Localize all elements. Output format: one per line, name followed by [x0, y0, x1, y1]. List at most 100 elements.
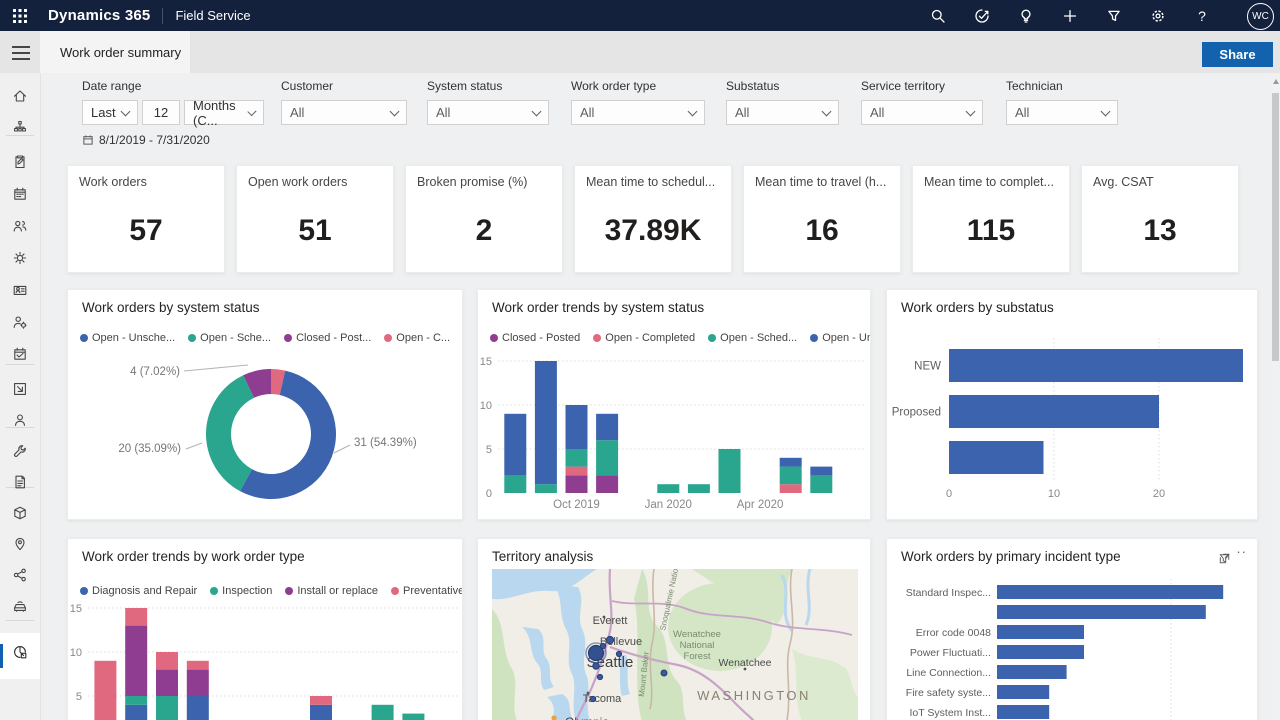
stacked-bar-segment[interactable] — [310, 705, 332, 720]
bar[interactable] — [949, 349, 1243, 382]
kpi-card[interactable]: Open work orders51 — [236, 165, 394, 273]
kpi-card[interactable]: Mean time to travel (h...16 — [743, 165, 901, 273]
stacked-bar-segment[interactable] — [780, 467, 802, 485]
stacked-bar-segment[interactable] — [187, 696, 209, 720]
sidebar-item-connections[interactable] — [0, 561, 40, 589]
scrollbar-thumb[interactable] — [1272, 93, 1279, 361]
legend-item[interactable]: Closed - Posted — [490, 332, 580, 344]
sidebar-item-schedule-board[interactable] — [0, 180, 40, 208]
legend-item[interactable]: Open - Completed — [593, 332, 695, 344]
donut-slice-open---sche---[interactable] — [206, 375, 254, 491]
card-work-order-trends-by-work-order-type[interactable]: Work order trends by work order type Dia… — [67, 538, 463, 720]
kpi-card[interactable]: Work orders57 — [67, 165, 225, 273]
stacked-bar-segment[interactable] — [372, 705, 394, 720]
work-order-type-select[interactable]: All — [571, 100, 705, 125]
kpi-card[interactable]: Mean time to complet...115 — [912, 165, 1070, 273]
kpi-card[interactable]: Broken promise (%)2 — [405, 165, 563, 273]
stacked-bar-segment[interactable] — [94, 661, 116, 720]
bar[interactable] — [997, 625, 1084, 639]
more-options-icon[interactable]: ·· — [1236, 547, 1247, 557]
card-territory-analysis[interactable]: Territory analysis Snoqualmie National F… — [477, 538, 871, 720]
bar[interactable] — [997, 705, 1049, 719]
stacked-bar-segment[interactable] — [125, 608, 147, 626]
stacked-bar-segment[interactable] — [810, 475, 832, 493]
kpi-card[interactable]: Mean time to schedul...37.89K — [574, 165, 732, 273]
bar[interactable] — [997, 665, 1067, 679]
stacked-bar-segment[interactable] — [125, 696, 147, 705]
stacked-bar-segment[interactable] — [566, 475, 588, 493]
vertical-scrollbar[interactable] — [1271, 73, 1280, 720]
app-launcher-waffle-icon[interactable] — [0, 0, 40, 31]
stacked-bar-segment[interactable] — [310, 696, 332, 705]
stacked-bar-segment[interactable] — [156, 670, 178, 696]
stacked-bar-segment[interactable] — [566, 449, 588, 467]
sidebar-item-contacts[interactable] — [0, 406, 40, 434]
stacked-bar-segment[interactable] — [535, 484, 557, 493]
legend-item[interactable]: Open - Sche... — [188, 332, 271, 344]
share-button[interactable]: Share — [1202, 42, 1273, 67]
legend-item[interactable]: Diagnosis and Repair — [80, 585, 197, 597]
sidebar-item-bookings[interactable] — [0, 340, 40, 368]
stacked-bar-segment[interactable] — [596, 414, 618, 440]
sidebar-item-assets[interactable] — [0, 375, 40, 403]
sidebar-item-accounts[interactable] — [0, 276, 40, 304]
bar[interactable] — [997, 685, 1049, 699]
legend-item[interactable]: Open - Unsc... — [810, 332, 871, 344]
stacked-bar-segment[interactable] — [688, 484, 710, 493]
bar[interactable] — [997, 645, 1084, 659]
sidebar-item-inventory[interactable] — [0, 499, 40, 527]
stacked-bar-segment[interactable] — [504, 414, 526, 476]
legend-item[interactable]: Open - Unsche... — [80, 332, 175, 344]
stacked-bar-segment[interactable] — [780, 484, 802, 493]
stacked-bar-segment[interactable] — [596, 475, 618, 493]
card-work-orders-by-primary-incident-type[interactable]: Work orders by primary incident type ·· … — [886, 538, 1258, 720]
stacked-bar-segment[interactable] — [402, 714, 424, 720]
avatar[interactable]: WC — [1247, 3, 1274, 30]
add-icon[interactable] — [1048, 0, 1092, 31]
service-territory-select[interactable]: All — [861, 100, 983, 125]
sidebar-item-fleet[interactable] — [0, 592, 40, 620]
date-unit-select[interactable]: Months (C... — [184, 100, 264, 125]
stacked-bar-segment[interactable] — [156, 696, 178, 720]
territory-map[interactable]: Snoqualmie National Fore Mount Baker Eve… — [492, 569, 858, 720]
sidebar-item-home[interactable] — [0, 82, 40, 110]
legend-item[interactable]: Open - Sched... — [708, 332, 797, 344]
substatus-select[interactable]: All — [726, 100, 839, 125]
stacked-bar-segment[interactable] — [187, 670, 209, 696]
sidebar-item-territories[interactable] — [0, 530, 40, 558]
stacked-bar-segment[interactable] — [125, 626, 147, 696]
card-work-orders-by-substatus[interactable]: Work orders by substatus NEWProposed0102… — [886, 289, 1258, 520]
stacked-bar-segment[interactable] — [719, 449, 741, 493]
legend-item[interactable]: Open - C... — [384, 332, 450, 344]
bar[interactable] — [997, 585, 1223, 599]
sidebar-item-recent[interactable] — [0, 113, 40, 141]
lightbulb-icon[interactable] — [1004, 0, 1048, 31]
environment-name[interactable]: Field Service — [175, 8, 250, 23]
sidebar-item-insights-selected[interactable] — [0, 633, 40, 679]
brand-title[interactable]: Dynamics 365 — [48, 7, 150, 24]
sidebar-item-knowledge[interactable] — [0, 468, 40, 496]
kpi-card[interactable]: Avg. CSAT13 — [1081, 165, 1239, 273]
card-work-order-trends-by-system-status[interactable]: Work order trends by system status Close… — [477, 289, 871, 520]
tab-work-order-summary[interactable]: Work order summary — [40, 31, 190, 73]
settings-icon[interactable] — [1136, 0, 1180, 31]
bar[interactable] — [949, 441, 1044, 474]
date-count-input[interactable] — [142, 100, 180, 125]
stacked-bar-segment[interactable] — [780, 458, 802, 467]
stacked-bar-segment[interactable] — [596, 440, 618, 475]
stacked-bar-segment[interactable] — [566, 405, 588, 449]
sidebar-item-extensions[interactable] — [0, 244, 40, 272]
filter-icon[interactable] — [1092, 0, 1136, 31]
stacked-bar-segment[interactable] — [657, 484, 679, 493]
stacked-bar-segment[interactable] — [566, 467, 588, 476]
search-icon[interactable] — [916, 0, 960, 31]
check-task-icon[interactable] — [960, 0, 1004, 31]
scrollbar-up-arrow[interactable] — [1273, 79, 1279, 84]
customer-select[interactable]: All — [281, 100, 407, 125]
bar[interactable] — [997, 605, 1206, 619]
stacked-bar-segment[interactable] — [187, 661, 209, 670]
stacked-bar-segment[interactable] — [810, 467, 832, 476]
legend-item[interactable]: Closed - Post... — [284, 332, 371, 344]
sidebar-item-services[interactable] — [0, 437, 40, 465]
legend-item[interactable]: Install or replace — [285, 585, 378, 597]
